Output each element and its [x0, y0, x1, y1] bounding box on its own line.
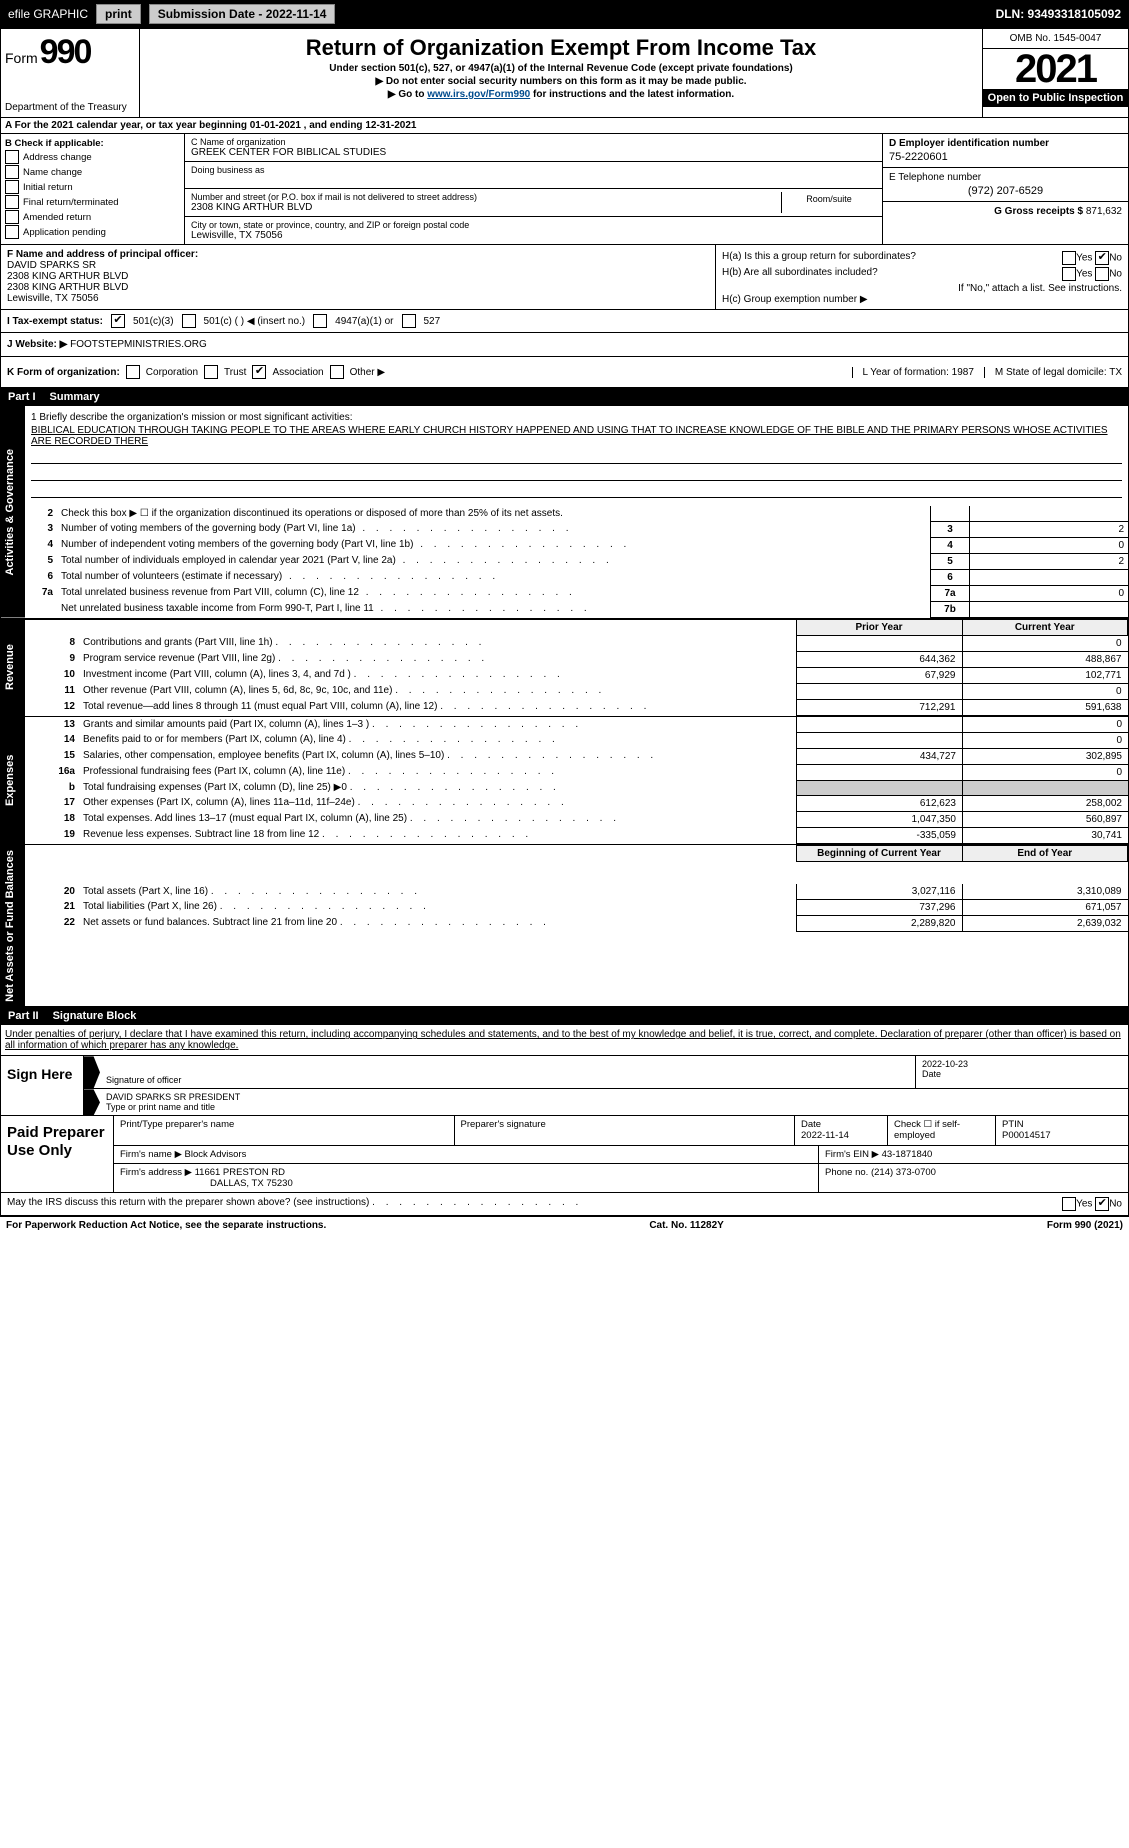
ptin: P00014517: [1002, 1130, 1122, 1141]
check-501c3[interactable]: [111, 314, 125, 328]
check-other[interactable]: [330, 365, 344, 379]
phone-label: E Telephone number: [889, 172, 1122, 183]
paid-preparer-block: Paid Preparer Use Only Print/Type prepar…: [0, 1116, 1129, 1193]
check-corp[interactable]: [126, 365, 140, 379]
check-527[interactable]: [402, 314, 416, 328]
tab-net-assets: Net Assets or Fund Balances: [1, 845, 25, 1007]
ha-no[interactable]: [1095, 251, 1109, 265]
mission-text: BIBLICAL EDUCATION THROUGH TAKING PEOPLE…: [31, 425, 1122, 447]
dln: DLN: 93493318105092: [996, 7, 1121, 21]
omb-number: OMB No. 1545-0047: [983, 29, 1128, 49]
street: 2308 KING ARTHUR BLVD: [191, 202, 781, 213]
tab-revenue: Revenue: [1, 619, 25, 716]
checkbox-name[interactable]: [5, 165, 19, 179]
street-label: Number and street (or P.O. box if mail i…: [191, 192, 781, 202]
check-assoc[interactable]: [252, 365, 266, 379]
gross-label: G Gross receipts $: [994, 206, 1083, 217]
tax-year: 2021: [983, 49, 1128, 89]
top-bar: efile GRAPHIC print Submission Date - 20…: [0, 0, 1129, 28]
sig-declaration: Under penalties of perjury, I declare th…: [0, 1025, 1129, 1056]
gross-value: 871,632: [1086, 206, 1122, 217]
check-4947[interactable]: [313, 314, 327, 328]
checkbox-application[interactable]: [5, 225, 19, 239]
preparer-phone: (214) 373-0700: [871, 1167, 936, 1178]
checkbox-amended[interactable]: [5, 210, 19, 224]
room-label: Room/suite: [782, 192, 876, 213]
part-2-header: Part II Signature Block: [0, 1007, 1129, 1025]
h-c: H(c) Group exemption number ▶: [722, 294, 1122, 305]
submission-date: Submission Date - 2022-11-14: [149, 4, 336, 24]
col-b-label: B Check if applicable:: [5, 138, 104, 149]
inspection-badge: Open to Public Inspection: [983, 89, 1128, 107]
dba-label: Doing business as: [191, 165, 876, 175]
check-trust[interactable]: [204, 365, 218, 379]
block-entity: B Check if applicable: Address change Na…: [0, 134, 1129, 245]
firm-ein: 43-1871840: [882, 1149, 933, 1160]
name-label: C Name of organization: [191, 137, 876, 147]
checkbox-address[interactable]: [5, 150, 19, 164]
officer-print-name: DAVID SPARKS SR PRESIDENT: [106, 1092, 1122, 1102]
ein-value: 75-2220601: [889, 151, 1122, 163]
expenses-table: 13Grants and similar amounts paid (Part …: [25, 717, 1128, 844]
officer-name: DAVID SPARKS SR: [7, 260, 96, 271]
firm-name: Block Advisors: [185, 1149, 247, 1160]
footer: For Paperwork Reduction Act Notice, see …: [0, 1216, 1129, 1234]
part-1-header: Part I Summary: [0, 388, 1129, 406]
h-b: H(b) Are all subordinates included?: [722, 267, 878, 281]
net-assets-table: Beginning of Current Year End of Year 20…: [25, 845, 1128, 932]
instructions-link[interactable]: www.irs.gov/Form990: [427, 89, 530, 100]
check-501c[interactable]: [182, 314, 196, 328]
tab-expenses: Expenses: [1, 717, 25, 844]
checkbox-initial[interactable]: [5, 180, 19, 194]
governance-table: 2Check this box ▶ ☐ if the organization …: [25, 506, 1128, 618]
mission-q: 1 Briefly describe the organization's mi…: [31, 412, 1122, 423]
checkbox-final[interactable]: [5, 195, 19, 209]
row-i-tax-status: I Tax-exempt status: 501(c)(3) 501(c) ( …: [0, 310, 1129, 333]
row-k-form-org: K Form of organization: Corporation Trus…: [0, 357, 1129, 388]
discuss-no[interactable]: [1095, 1197, 1109, 1211]
subtitle-2: ▶ Do not enter social security numbers o…: [144, 76, 978, 87]
form-title: Return of Organization Exempt From Incom…: [144, 35, 978, 61]
website-url: FOOTSTEPMINISTRIES.ORG: [70, 339, 207, 350]
year-formation: L Year of formation: 1987: [852, 367, 974, 378]
form-header: Form 990 Department of the Treasury Retu…: [0, 28, 1129, 118]
row-j-website: J Website: ▶ FOOTSTEPMINISTRIES.ORG: [0, 333, 1129, 357]
discuss-row: May the IRS discuss this return with the…: [0, 1193, 1129, 1216]
phone-value: (972) 207-6529: [889, 185, 1122, 197]
h-a: H(a) Is this a group return for subordin…: [722, 251, 916, 265]
revenue-table: Prior Year Current Year 8Contributions a…: [25, 619, 1128, 716]
discuss-yes[interactable]: [1062, 1197, 1076, 1211]
subtitle-1: Under section 501(c), 527, or 4947(a)(1)…: [144, 63, 978, 74]
officer-label: F Name and address of principal officer:: [7, 249, 198, 260]
block-officer: F Name and address of principal officer:…: [0, 245, 1129, 310]
h-note: If "No," attach a list. See instructions…: [722, 283, 1122, 294]
hb-yes[interactable]: [1062, 267, 1076, 281]
ha-yes[interactable]: [1062, 251, 1076, 265]
ein-label: D Employer identification number: [889, 138, 1049, 149]
form-number: 990: [40, 33, 91, 72]
org-name: GREEK CENTER FOR BIBLICAL STUDIES: [191, 147, 876, 158]
dept-label: Department of the Treasury: [5, 102, 135, 113]
print-button[interactable]: print: [96, 4, 141, 24]
row-a-period: A For the 2021 calendar year, or tax yea…: [0, 118, 1129, 134]
arrow-icon: [84, 1089, 100, 1115]
city: Lewisville, TX 75056: [191, 230, 876, 241]
form-prefix: Form: [5, 50, 38, 66]
tab-governance: Activities & Governance: [1, 406, 25, 618]
state-domicile: M State of legal domicile: TX: [984, 367, 1122, 378]
hb-no[interactable]: [1095, 267, 1109, 281]
arrow-icon: [84, 1056, 100, 1088]
city-label: City or town, state or province, country…: [191, 220, 876, 230]
sign-here-block: Sign Here Signature of officer 2022-10-2…: [0, 1056, 1129, 1116]
efile-label: efile GRAPHIC: [8, 7, 88, 21]
